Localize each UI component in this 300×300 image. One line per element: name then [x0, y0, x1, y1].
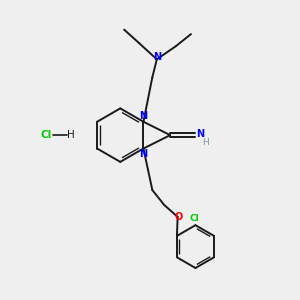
Text: N: N — [140, 149, 148, 160]
Text: H: H — [202, 138, 209, 147]
Text: N: N — [153, 52, 161, 62]
Text: N: N — [140, 111, 148, 121]
Text: N: N — [196, 129, 204, 139]
Text: Cl: Cl — [40, 130, 52, 140]
Text: Cl: Cl — [189, 214, 199, 223]
Text: O: O — [175, 212, 183, 222]
Text: H: H — [68, 130, 75, 140]
